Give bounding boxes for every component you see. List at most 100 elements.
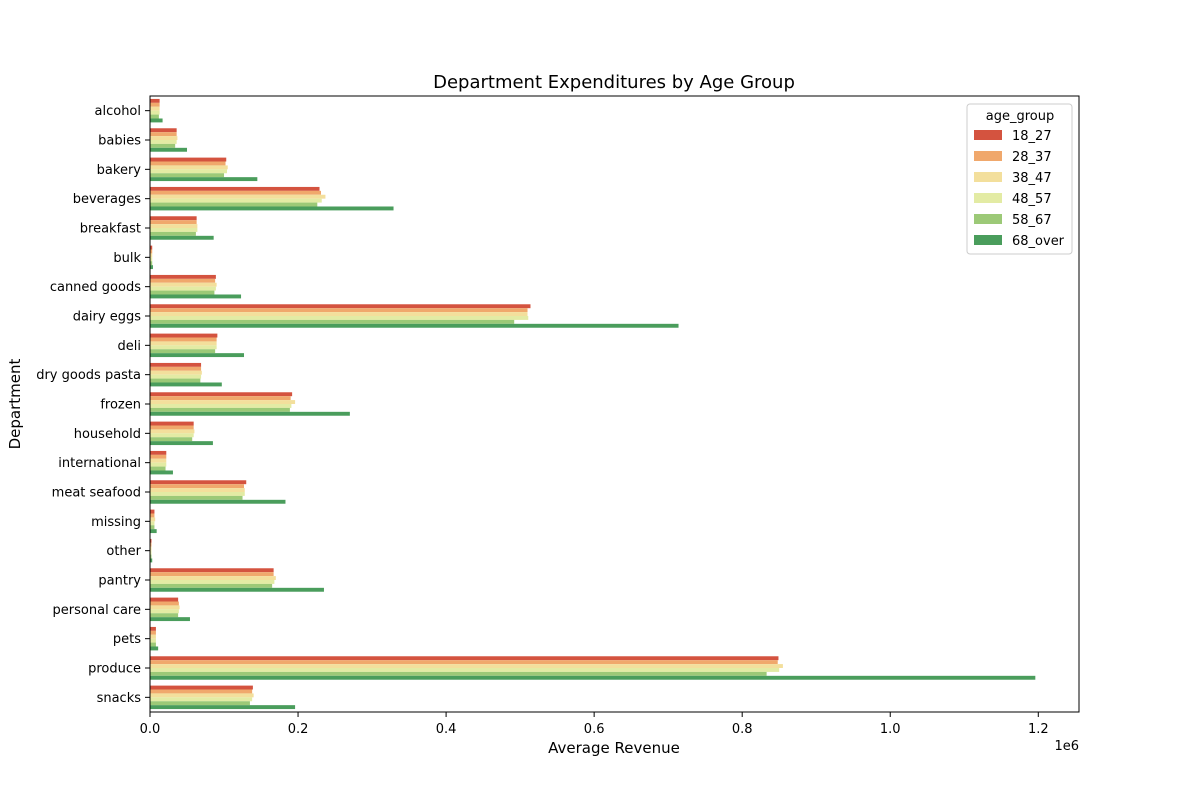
y-axis-ticks: alcohol babies bakery beverages breakfast bul…: [36, 104, 150, 706]
bar-dairy-eggs-28-37: [150, 308, 528, 313]
bar-breakfast-28-37: [150, 220, 197, 225]
bar-household-58-67: [150, 437, 193, 442]
bar-dry-goods-pasta-58-67: [150, 378, 201, 383]
x-axis-label: Average Revenue: [548, 739, 680, 757]
bar-alcohol-68-over: [150, 118, 163, 123]
bar-pantry-58-67: [150, 583, 273, 588]
y-tick-label-meat-seafood: meat seafood: [52, 486, 141, 501]
bar-snacks-48-57: [150, 697, 253, 702]
bar-snacks-68-over: [150, 705, 296, 710]
bar-dairy-eggs-48-57: [150, 316, 529, 320]
bar-international-68-over: [150, 470, 173, 475]
y-axis-label: Department: [6, 359, 24, 450]
y-tick-label-missing: missing: [91, 515, 141, 530]
bar-bakery-28-37: [150, 161, 226, 166]
bar-personal-care-18-27: [150, 597, 179, 602]
y-tick-label-deli: deli: [118, 339, 141, 354]
plot-frame: [149, 95, 1080, 713]
bar-pets-58-67: [150, 642, 156, 647]
bar-produce-18-27: [150, 656, 779, 661]
legend-swatch-38-47: [974, 172, 1002, 182]
y-tick-label-canned-goods: canned goods: [50, 280, 141, 295]
bar-international-58-67: [150, 466, 166, 471]
bar-pets-68-over: [150, 646, 159, 651]
bar-frozen-68-over: [150, 411, 350, 416]
bar-babies-48-57: [150, 140, 177, 144]
y-tick-label-household: household: [74, 427, 141, 442]
bar-pantry-48-57: [150, 580, 275, 584]
x-tick-label-0-4: 0.4: [436, 722, 457, 737]
bar-other-38-47: [150, 546, 152, 551]
y-tick-label-pets: pets: [113, 632, 141, 647]
bar-snacks-28-37: [150, 689, 253, 694]
bar-pantry-38-47: [150, 576, 276, 580]
bar-dairy-eggs-38-47: [150, 312, 528, 316]
x-tick-label-0-2: 0.2: [288, 722, 309, 737]
legend-label-28-37: 28_37: [1012, 150, 1052, 165]
legend-swatch-58-67: [974, 214, 1002, 224]
bar-bulk-58-67: [150, 261, 153, 266]
bar-frozen-18-27: [150, 392, 293, 397]
bar-produce-38-47: [150, 664, 783, 668]
y-tick-label-alcohol: alcohol: [95, 104, 141, 119]
y-tick-label-dry-goods-pasta: dry goods pasta: [36, 368, 141, 383]
bar-pantry-18-27: [150, 568, 274, 573]
legend-label-58-67: 58_67: [1012, 213, 1052, 228]
bar-other-48-57: [150, 550, 152, 555]
bar-international-48-57: [150, 462, 167, 467]
legend-swatch-28-37: [974, 151, 1002, 161]
bar-babies-28-37: [150, 132, 177, 137]
bar-alcohol-58-67: [150, 114, 159, 119]
x-tick-label-0-0: 0.0: [140, 722, 161, 737]
bar-missing-58-67: [150, 525, 155, 530]
bar-missing-68-over: [150, 529, 157, 534]
y-tick-label-bulk: bulk: [113, 251, 141, 266]
bar-produce-68-over: [150, 675, 1036, 680]
bar-snacks-38-47: [150, 693, 254, 698]
bar-canned-goods-18-27: [150, 274, 216, 279]
legend-swatch-68-over: [974, 235, 1002, 245]
bar-missing-48-57: [150, 521, 155, 526]
bar-household-48-57: [150, 433, 194, 438]
bar-canned-goods-48-57: [150, 286, 216, 291]
bar-beverages-18-27: [150, 186, 320, 191]
bars-group: [150, 98, 1036, 710]
bar-beverages-48-57: [150, 198, 322, 203]
bar-dry-goods-pasta-18-27: [150, 362, 202, 367]
bar-deli-58-67: [150, 349, 216, 354]
bar-meat-seafood-58-67: [150, 495, 243, 500]
legend-swatch-48-57: [974, 193, 1002, 203]
bar-meat-seafood-38-47: [150, 488, 245, 492]
bar-alcohol-38-47: [150, 106, 160, 111]
bar-meat-seafood-68-over: [150, 499, 286, 504]
bar-babies-18-27: [150, 128, 177, 133]
bar-deli-48-57: [150, 345, 217, 350]
bar-babies-58-67: [150, 143, 176, 148]
bar-personal-care-28-37: [150, 601, 179, 606]
y-tick-label-bakery: bakery: [97, 163, 142, 178]
bar-other-58-67: [150, 554, 152, 559]
bar-dry-goods-pasta-38-47: [150, 370, 202, 375]
x-tick-label-1-0: 1.0: [880, 722, 901, 737]
bar-dry-goods-pasta-48-57: [150, 374, 202, 379]
bar-other-68-over: [150, 558, 153, 563]
bar-frozen-28-37: [150, 396, 291, 401]
legend-label-18-27: 18_27: [1012, 129, 1052, 144]
bar-personal-care-48-57: [150, 609, 179, 614]
y-tick-label-babies: babies: [98, 134, 141, 149]
y-tick-label-frozen: frozen: [100, 398, 141, 413]
bar-dairy-eggs-18-27: [150, 304, 531, 309]
legend-title: age_group: [986, 109, 1054, 124]
bar-bakery-58-67: [150, 173, 225, 178]
y-tick-label-breakfast: breakfast: [80, 222, 141, 237]
y-tick-label-international: international: [58, 456, 141, 471]
bar-produce-48-57: [150, 668, 780, 672]
bar-dry-goods-pasta-28-37: [150, 366, 202, 371]
bar-breakfast-58-67: [150, 231, 196, 236]
bar-personal-care-38-47: [150, 605, 180, 610]
bar-personal-care-58-67: [150, 613, 179, 618]
bar-breakfast-18-27: [150, 216, 197, 221]
bar-babies-38-47: [150, 136, 178, 140]
bar-household-28-37: [150, 425, 194, 430]
